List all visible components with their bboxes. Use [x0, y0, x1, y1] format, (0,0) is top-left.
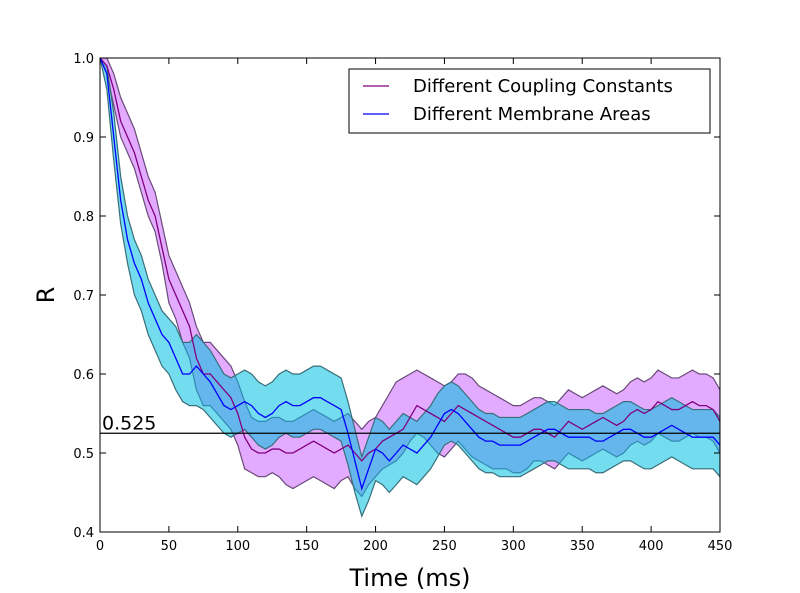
y-tick-label: 0.7	[73, 289, 94, 304]
y-tick-label: 0.8	[73, 210, 94, 225]
x-tick-label: 250	[432, 539, 457, 554]
legend-box	[348, 68, 711, 134]
axes: 0 50 100 150 200 250 300 350 400 450 0.4 0.5 0.6 0.7 0…	[73, 52, 732, 554]
y-tick-label: 0.6	[73, 368, 94, 383]
x-tick-label: 450	[708, 539, 733, 554]
x-tick-label: 50	[161, 539, 178, 554]
legend: Different Coupling Constants Different Me…	[348, 68, 711, 134]
series-band-1	[100, 58, 720, 518]
x-tick-label: 100	[225, 539, 250, 554]
x-tick-label: 300	[501, 539, 526, 554]
y-tick-label: 0.5	[73, 447, 94, 462]
x-tick-label: 400	[639, 539, 664, 554]
x-axis-label: Time (ms)	[349, 564, 471, 592]
plot-area: 0.525	[100, 58, 720, 518]
legend-label: Different Coupling Constants	[413, 76, 673, 97]
y-axis-label: R	[32, 287, 60, 304]
x-tick-label: 0	[96, 539, 104, 554]
legend-label: Different Membrane Areas	[413, 104, 651, 125]
x-tick-label: 350	[570, 539, 595, 554]
x-tick-label: 150	[294, 539, 319, 554]
y-tick-label: 0.9	[73, 131, 94, 146]
y-tick-label: 1.0	[73, 52, 94, 67]
plot-clip-group	[100, 58, 720, 518]
reference-line-label: 0.525	[102, 412, 156, 434]
y-tick-label: 0.4	[73, 526, 94, 541]
x-tick-label: 200	[363, 539, 388, 554]
